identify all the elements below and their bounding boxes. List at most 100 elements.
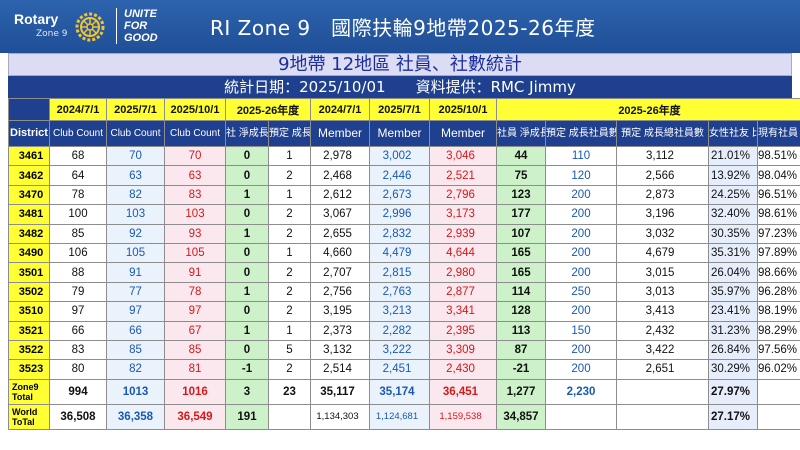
district-cell: World ToTal xyxy=(8,403,50,430)
cell-female: 35.97% xyxy=(708,281,758,303)
table-row: 3470 78 82 83 1 1 2,612 2,673 2,796 123 200 2,873 24… xyxy=(8,184,800,206)
cell-planned-total: 2,873 xyxy=(616,184,709,206)
cell-club-growth: 3 xyxy=(225,378,269,405)
cell-retention: 96.51% xyxy=(756,184,800,206)
cell-c2025-7: 91 xyxy=(106,262,165,283)
rotary-wheel-icon xyxy=(75,12,105,42)
cell-m2024: 2,756 xyxy=(310,281,370,303)
cell-m2024: 2,978 xyxy=(310,145,370,167)
cell-c2025-10: 78 xyxy=(164,281,226,303)
cell-member-growth: 87 xyxy=(496,339,546,361)
cell-c2025-7: 103 xyxy=(106,204,165,225)
cell-m2025-7: 1,124,681 xyxy=(369,403,430,430)
district-cell: 3462 xyxy=(8,165,50,186)
cell-c2025-10: 70 xyxy=(164,145,226,167)
cell-m2025-10: 3,309 xyxy=(429,339,497,361)
cell-planned-member: 200 xyxy=(545,223,617,244)
cell-planned-total: 3,413 xyxy=(616,301,709,322)
cell-retention: 98.29% xyxy=(756,320,800,341)
cell-retention xyxy=(756,403,800,430)
page-header: Rotary Zone 9 UNITE FOR GOOD RI Zone 9 國… xyxy=(0,0,800,53)
cell-planned-club: 1 xyxy=(268,242,311,264)
cell-c2024: 83 xyxy=(49,339,107,361)
cell-m2024: 3,067 xyxy=(310,204,370,225)
cell-female: 30.29% xyxy=(708,359,758,380)
cell-female: 27.17% xyxy=(708,403,758,430)
table-row: 3462 64 63 63 0 2 2,468 2,446 2,521 75 120 2,566 13.… xyxy=(8,165,800,186)
cell-planned-total: 3,112 xyxy=(616,145,709,167)
column-header: Member xyxy=(310,120,370,147)
cell-m2025-10: 1,159,538 xyxy=(429,403,497,430)
cell-member-growth: 114 xyxy=(496,281,546,303)
header-date: 2025/10/1 xyxy=(164,98,226,121)
cell-club-growth: -1 xyxy=(225,359,269,380)
cell-m2025-7: 4,479 xyxy=(369,242,430,264)
column-header: District xyxy=(8,120,50,147)
slogan-line: FOR xyxy=(124,20,148,32)
cell-planned-total xyxy=(616,378,709,405)
cell-m2024: 4,660 xyxy=(310,242,370,264)
cell-member-growth: -21 xyxy=(496,359,546,380)
slogan-line: GOOD xyxy=(124,32,158,44)
cell-planned-club: 2 xyxy=(268,301,311,322)
cell-planned-total: 3,422 xyxy=(616,339,709,361)
cell-female: 13.92% xyxy=(708,165,758,186)
cell-female: 26.04% xyxy=(708,262,758,283)
cell-m2024: 3,132 xyxy=(310,339,370,361)
cell-c2025-10: 83 xyxy=(164,184,226,206)
cell-retention: 98.66% xyxy=(756,262,800,283)
cell-club-growth: 1 xyxy=(225,281,269,303)
cell-c2025-7: 82 xyxy=(106,359,165,380)
cell-retention: 96.02% xyxy=(756,359,800,380)
column-header: 現有社員 續留率 xyxy=(756,120,800,147)
cell-m2024: 35,117 xyxy=(310,378,370,405)
header-date: 2025/7/1 xyxy=(369,98,430,121)
cell-m2025-10: 3,173 xyxy=(429,204,497,225)
header-date: 2024/7/1 xyxy=(49,98,107,121)
header-year: 2025-26年度 xyxy=(225,98,311,121)
cell-retention xyxy=(756,378,800,405)
column-header: 預定 成長社數 xyxy=(268,120,311,147)
column-header: Club Count xyxy=(164,120,226,147)
cell-planned-club: 2 xyxy=(268,281,311,303)
column-header: Member xyxy=(429,120,497,147)
cell-m2024: 2,468 xyxy=(310,165,370,186)
cell-c2025-10: 81 xyxy=(164,359,226,380)
table-row: 3522 83 85 85 0 5 3,132 3,222 3,309 87 200 3,422 26.… xyxy=(8,339,800,361)
rotary-logo: Rotary Zone 9 UNITE FOR GOOD xyxy=(14,6,164,48)
cell-club-growth: 1 xyxy=(225,320,269,341)
cell-c2024: 79 xyxy=(49,281,107,303)
district-cell: 3501 xyxy=(8,262,50,283)
cell-planned-member: 120 xyxy=(545,165,617,186)
district-cell: 3521 xyxy=(8,320,50,341)
district-cell: 3470 xyxy=(8,184,50,206)
table-row: 3490 106 105 105 0 1 4,660 4,479 4,644 165 200 4,67… xyxy=(8,242,800,264)
cell-female: 35.31% xyxy=(708,242,758,264)
cell-m2025-7: 2,815 xyxy=(369,262,430,283)
cell-c2025-10: 97 xyxy=(164,301,226,322)
logo-slogan: UNITE FOR GOOD xyxy=(124,8,184,44)
table-row: 3482 85 92 93 1 2 2,655 2,832 2,939 107 200 3,032 30… xyxy=(8,223,800,244)
cell-m2025-7: 3,002 xyxy=(369,145,430,167)
district-cell: 3461 xyxy=(8,145,50,167)
cell-planned-club: 5 xyxy=(268,339,311,361)
subtitle: 9地帶 12地區 社員、社數統計 xyxy=(8,53,792,76)
cell-m2025-7: 2,282 xyxy=(369,320,430,341)
cell-m2025-7: 35,174 xyxy=(369,378,430,405)
cell-retention: 97.89% xyxy=(756,242,800,264)
cell-m2025-7: 3,222 xyxy=(369,339,430,361)
cell-female: 32.40% xyxy=(708,204,758,225)
cell-member-growth: 44 xyxy=(496,145,546,167)
statistics-table: 2024/7/1 2025/7/1 2025/10/1 2025-26年度 20… xyxy=(8,98,800,430)
cell-c2025-10: 91 xyxy=(164,262,226,283)
cell-planned-total: 3,032 xyxy=(616,223,709,244)
cell-c2025-7: 85 xyxy=(106,339,165,361)
column-header: Member xyxy=(369,120,430,147)
cell-retention: 98.04% xyxy=(756,165,800,186)
cell-retention: 97.23% xyxy=(756,223,800,244)
cell-m2025-10: 36,451 xyxy=(429,378,497,405)
cell-planned-member: 250 xyxy=(545,281,617,303)
cell-club-growth: 0 xyxy=(225,262,269,283)
cell-planned-member: 200 xyxy=(545,339,617,361)
cell-member-growth: 123 xyxy=(496,184,546,206)
